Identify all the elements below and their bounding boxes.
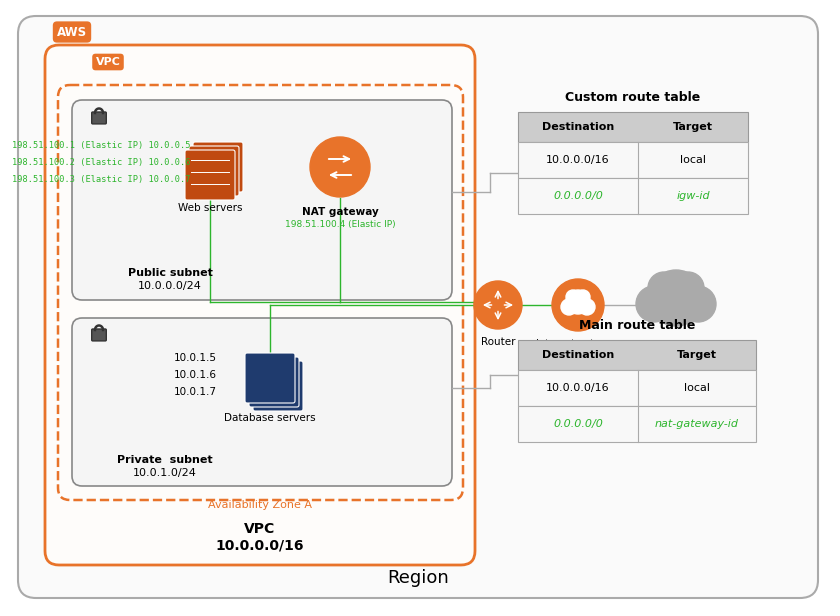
FancyBboxPatch shape	[185, 150, 235, 200]
FancyBboxPatch shape	[253, 361, 303, 411]
Circle shape	[566, 290, 590, 314]
Text: 10.0.1.7: 10.0.1.7	[174, 387, 217, 397]
Circle shape	[552, 279, 604, 331]
Text: Availability Zone A: Availability Zone A	[208, 500, 312, 510]
FancyBboxPatch shape	[92, 329, 107, 341]
FancyBboxPatch shape	[518, 370, 756, 406]
Text: igw-id: igw-id	[676, 191, 710, 201]
FancyBboxPatch shape	[193, 142, 243, 192]
FancyBboxPatch shape	[518, 142, 748, 178]
Text: VPC: VPC	[96, 57, 120, 67]
Text: 10.0.1.6: 10.0.1.6	[174, 370, 217, 380]
Text: VPC
10.0.0.0/16: VPC 10.0.0.0/16	[216, 522, 304, 552]
FancyBboxPatch shape	[72, 318, 452, 486]
Text: Router: Router	[480, 337, 515, 347]
FancyBboxPatch shape	[92, 112, 107, 124]
Text: Database servers: Database servers	[224, 413, 316, 423]
Text: 10.0.0.0/16: 10.0.0.0/16	[546, 155, 610, 165]
Circle shape	[680, 286, 716, 322]
Circle shape	[576, 290, 590, 304]
Circle shape	[566, 290, 580, 304]
Text: 198.51.100.3 (Elastic IP) 10.0.0.7: 198.51.100.3 (Elastic IP) 10.0.0.7	[12, 174, 191, 184]
Text: 198.51.100.2 (Elastic IP) 10.0.0.6: 198.51.100.2 (Elastic IP) 10.0.0.6	[12, 158, 191, 166]
Circle shape	[648, 270, 704, 326]
Text: 198.51.100.4 (Elastic IP): 198.51.100.4 (Elastic IP)	[285, 220, 396, 229]
FancyBboxPatch shape	[518, 340, 756, 370]
Text: 10.0.0.0/16: 10.0.0.0/16	[546, 383, 610, 393]
Text: Target: Target	[677, 350, 717, 360]
Text: 10.0.0.0/24: 10.0.0.0/24	[138, 281, 202, 291]
Text: Private  subnet: Private subnet	[118, 455, 213, 465]
FancyBboxPatch shape	[189, 146, 239, 196]
Text: Target: Target	[673, 122, 713, 132]
Text: local: local	[684, 383, 710, 393]
Text: Main route table: Main route table	[579, 319, 696, 332]
Text: Web servers: Web servers	[178, 203, 242, 213]
Text: 0.0.0.0/0: 0.0.0.0/0	[553, 191, 603, 201]
Text: Region: Region	[387, 569, 449, 587]
Text: 10.0.1.5: 10.0.1.5	[174, 353, 217, 363]
FancyBboxPatch shape	[518, 178, 748, 214]
Text: AWS: AWS	[57, 25, 87, 39]
Circle shape	[672, 272, 704, 304]
FancyBboxPatch shape	[72, 100, 452, 300]
Circle shape	[648, 272, 680, 304]
FancyBboxPatch shape	[249, 357, 299, 407]
Text: 198.51.100.1 (Elastic IP) 10.0.0.5: 198.51.100.1 (Elastic IP) 10.0.0.5	[12, 140, 191, 150]
Circle shape	[310, 137, 370, 197]
Text: nat-gateway-id: nat-gateway-id	[655, 419, 739, 429]
FancyBboxPatch shape	[45, 45, 475, 565]
Circle shape	[579, 299, 595, 315]
Text: Custom route table: Custom route table	[565, 91, 701, 104]
Text: NAT gateway: NAT gateway	[302, 207, 378, 217]
Circle shape	[561, 299, 577, 315]
Circle shape	[636, 286, 672, 322]
Text: 10.0.1.0/24: 10.0.1.0/24	[133, 468, 197, 478]
FancyBboxPatch shape	[18, 16, 818, 598]
FancyBboxPatch shape	[245, 353, 295, 403]
FancyBboxPatch shape	[518, 112, 748, 142]
Text: Destination: Destination	[542, 350, 614, 360]
Text: Destination: Destination	[542, 122, 614, 132]
Text: Public subnet: Public subnet	[128, 268, 213, 278]
Circle shape	[474, 281, 522, 329]
Text: Internet gateway: Internet gateway	[536, 339, 620, 349]
Text: 0.0.0.0/0: 0.0.0.0/0	[553, 419, 603, 429]
FancyBboxPatch shape	[518, 406, 756, 442]
Text: local: local	[680, 155, 706, 165]
